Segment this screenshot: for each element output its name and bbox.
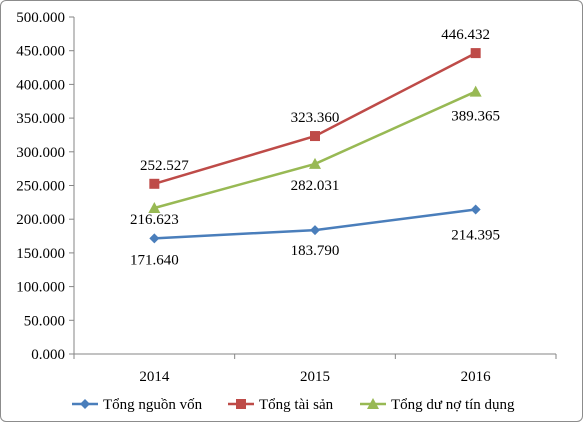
legend: Tổng nguồn vốn Tổng tài sản Tổng dư nợ tín… (72, 397, 515, 413)
data-label: 216.623 (130, 212, 179, 228)
legend-item: Tổng dư nợ tín dụng (360, 397, 515, 413)
x-tick-label: 2015 (300, 369, 330, 385)
legend-marker (80, 399, 90, 409)
data-point (148, 201, 161, 213)
series-3: 216.623 282.031 389.365 (130, 85, 500, 228)
data-point (149, 178, 160, 189)
data-label: 446.432 (441, 27, 490, 43)
data-label: 214.395 (451, 227, 500, 243)
legend-marker (367, 398, 379, 409)
y-tick-label: 0.000 (31, 347, 65, 363)
data-label: 183.790 (291, 243, 340, 259)
x-tick-label: 2016 (461, 369, 492, 385)
data-point (310, 225, 320, 236)
data-point (469, 85, 482, 97)
legend-label: Tổng tài sản (259, 397, 334, 413)
series-1: 171.640 183.790 214.395 (130, 204, 500, 268)
x-axis-ticks: 2014 2015 2016 (73, 354, 557, 385)
data-point (470, 48, 481, 59)
y-tick-label: 150.000 (16, 246, 65, 262)
data-label: 323.360 (291, 110, 340, 126)
data-point (310, 131, 320, 142)
data-point (149, 233, 160, 244)
y-tick-label: 200.000 (16, 212, 65, 228)
y-tick-label: 400.000 (16, 77, 65, 93)
y-tick-label: 250.000 (16, 179, 65, 195)
data-label: 282.031 (291, 178, 340, 194)
legend-label: Tổng nguồn vốn (103, 397, 203, 413)
x-tick-label: 2014 (139, 369, 170, 385)
data-point (470, 204, 481, 215)
data-point (309, 157, 321, 169)
y-axis-ticks: 0.000 50.000 100.000 150.000 200.000 250.000 3… (16, 10, 74, 363)
legend-label: Tổng dư nợ tín dụng (391, 397, 515, 413)
y-tick-label: 350.000 (16, 111, 65, 127)
y-tick-label: 500.000 (16, 10, 65, 26)
y-tick-label: 50.000 (24, 313, 65, 329)
y-tick-label: 300.000 (16, 145, 65, 161)
y-tick-label: 100.000 (16, 280, 65, 296)
legend-item: Tổng tài sản (228, 397, 334, 413)
data-label: 389.365 (451, 109, 500, 125)
y-tick-label: 450.000 (16, 44, 65, 60)
data-label: 252.527 (140, 158, 189, 174)
series-layer: 171.640 183.790 214.395 252.527 323.360 446.4… (130, 27, 500, 268)
series-2: 252.527 323.360 446.432 (140, 27, 490, 189)
legend-marker (236, 399, 246, 409)
data-label: 171.640 (130, 252, 179, 268)
legend-item: Tổng nguồn vốn (72, 397, 203, 413)
